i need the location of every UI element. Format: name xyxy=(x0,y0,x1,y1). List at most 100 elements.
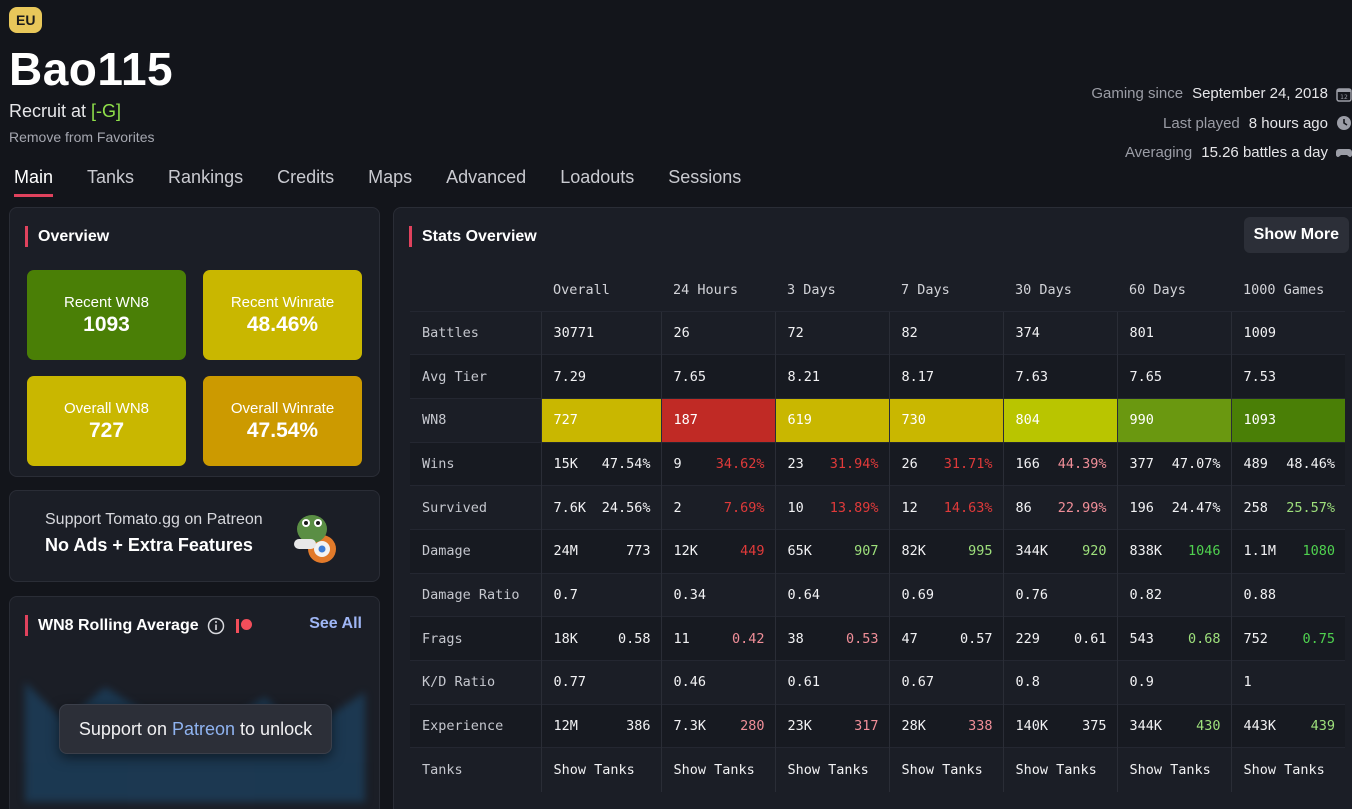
wn8-row: WN8 727 187 619 730 804 990 1093 xyxy=(410,397,1345,443)
stat-cell: 8.17 xyxy=(888,354,1003,399)
stat-cell: 801 xyxy=(1116,310,1231,355)
overview-card: Overview Recent WN8 1093 Recent Winrate … xyxy=(9,207,380,477)
stat-cell: 258 25.57% xyxy=(1230,485,1345,530)
unlock-prefix: Support on xyxy=(78,718,167,739)
experience-row: Experience 12M 386 7.3K 280 23K 317 28K 338 … xyxy=(410,703,1345,748)
stat-pct: 31.94% xyxy=(829,455,879,472)
row-label: Survived xyxy=(410,485,541,530)
tile-value: 1093 xyxy=(83,312,130,336)
damage-ratio-row: Damage Ratio 0.7 0.34 0.64 0.69 0.76 0.8… xyxy=(410,572,1345,617)
stat-cell: 10 13.89% xyxy=(774,485,889,530)
show-tanks-link[interactable]: Show Tanks xyxy=(888,747,1003,792)
show-tanks-link[interactable]: Show Tanks xyxy=(660,747,775,792)
rolling-title: WN8 Rolling Average xyxy=(25,615,253,636)
stat-total: 12M xyxy=(553,718,578,735)
stat-cell: 7.29 xyxy=(540,354,661,399)
row-label: Experience xyxy=(410,703,541,748)
damage-row: Damage 24M 773 12K 449 65K 907 82K 995 344K 9… xyxy=(410,528,1345,574)
stat-avg: 317 xyxy=(854,718,879,735)
row-label: Damage xyxy=(410,528,541,574)
tab-loadouts[interactable]: Loadouts xyxy=(560,167,635,187)
stats-table: Overall 24 Hours 3 Days 7 Days 30 Days 6… xyxy=(410,270,1345,792)
stat-pct: 24.47% xyxy=(1171,499,1221,516)
patreon-promo-card[interactable]: Support Tomato.gg on Patreon No Ads + Ex… xyxy=(9,490,380,582)
stat-cell: 8.21 xyxy=(774,354,889,399)
overall-winrate-tile: Overall Winrate 47.54% xyxy=(203,376,362,466)
stat-avg: 907 xyxy=(854,543,879,560)
stat-cell: 0.76 xyxy=(1002,572,1117,617)
stat-cell: 489 48.46% xyxy=(1230,441,1345,486)
stat-cell: 30771 xyxy=(540,310,661,355)
wn8-cell: 619 xyxy=(774,397,889,443)
show-tanks-link[interactable]: Show Tanks xyxy=(1116,747,1231,792)
stat-count: 10 xyxy=(787,499,804,516)
stat-avg: 338 xyxy=(968,718,993,735)
tab-advanced[interactable]: Advanced xyxy=(446,167,527,187)
tab-rankings[interactable]: Rankings xyxy=(168,167,244,187)
info-icon[interactable] xyxy=(207,617,225,635)
clan-link[interactable]: [-G] xyxy=(91,101,122,121)
stat-cell: 72 xyxy=(774,310,889,355)
frags-row: Frags 18K 0.58 11 0.42 38 0.53 47 0.57 229 0.… xyxy=(410,616,1345,661)
survived-row: Survived 7.6K 24.56% 2 7.69% 10 13.89% 12 14… xyxy=(410,485,1345,530)
stat-cell: 0.7 xyxy=(540,572,661,617)
unlock-banner[interactable]: Support on Patreon to unlock xyxy=(59,704,332,754)
stat-cell: 229 0.61 xyxy=(1002,616,1117,661)
stat-pct: 31.71% xyxy=(943,455,993,472)
stat-cell: 443K 439 xyxy=(1230,703,1345,748)
stat-pct: 44.39% xyxy=(1057,455,1107,472)
stat-avg: 430 xyxy=(1196,718,1221,735)
tile-label: Recent Winrate xyxy=(230,293,335,311)
row-label: Avg Tier xyxy=(410,354,541,399)
stat-cell: 166 44.39% xyxy=(1002,441,1117,486)
avg-tier-row: Avg Tier 7.29 7.65 8.21 8.17 7.63 7.65 7… xyxy=(410,354,1345,399)
stat-cell: 28K 338 xyxy=(888,703,1003,748)
stat-cell: 12M 386 xyxy=(540,703,661,748)
gamepad-icon xyxy=(1336,148,1352,157)
see-all-link[interactable]: See All xyxy=(309,615,362,632)
tab-tanks[interactable]: Tanks xyxy=(87,167,135,187)
show-tanks-link[interactable]: Show Tanks xyxy=(774,747,889,792)
stat-pct: 7.69% xyxy=(723,499,765,516)
show-tanks-link[interactable]: Show Tanks xyxy=(1230,747,1345,792)
stat-cell: 7.65 xyxy=(1116,354,1231,399)
row-label: Tanks xyxy=(410,747,541,792)
wn8-cell: 187 xyxy=(660,397,775,443)
stat-cell: 0.34 xyxy=(660,572,775,617)
stat-count: 86 xyxy=(1015,499,1032,516)
wn8-cell: 990 xyxy=(1116,397,1231,443)
stat-avg: 280 xyxy=(740,718,765,735)
gaming-since-label: Gaming since xyxy=(1091,85,1184,103)
tab-credits[interactable]: Credits xyxy=(277,167,335,187)
stat-total: 28K xyxy=(901,718,926,735)
stat-count: 258 xyxy=(1243,499,1268,516)
stat-pct: 47.54% xyxy=(601,455,651,472)
tab-main[interactable]: Main xyxy=(14,167,54,197)
stat-cell: 140K 375 xyxy=(1002,703,1117,748)
unlock-patreon-link[interactable]: Patreon xyxy=(171,718,236,739)
stat-cell: 82 xyxy=(888,310,1003,355)
stat-cell: 47 0.57 xyxy=(888,616,1003,661)
stat-cell: 1 xyxy=(1230,660,1345,705)
patreon-icon xyxy=(235,618,252,633)
stat-cell: 86 22.99% xyxy=(1002,485,1117,530)
stat-total: 18K xyxy=(553,630,578,647)
show-more-button[interactable]: Show More xyxy=(1243,217,1349,253)
stat-total: 838K xyxy=(1129,543,1163,560)
stat-avg: 439 xyxy=(1310,718,1335,735)
remove-favorites-link[interactable]: Remove from Favorites xyxy=(9,129,155,145)
stat-cell: 65K 907 xyxy=(774,528,889,574)
show-tanks-link[interactable]: Show Tanks xyxy=(1002,747,1117,792)
stat-avg: 0.42 xyxy=(731,630,765,647)
col-header: 30 Days xyxy=(1015,282,1072,299)
wn8-cell: 727 xyxy=(540,397,661,443)
wn8-cell: 1093 xyxy=(1230,397,1345,443)
tab-sessions[interactable]: Sessions xyxy=(668,167,742,187)
col-header: Overall xyxy=(553,282,610,299)
stat-cell: 196 24.47% xyxy=(1116,485,1231,530)
tab-maps[interactable]: Maps xyxy=(368,167,413,187)
stat-cell: 7.53 xyxy=(1230,354,1345,399)
row-label: Frags xyxy=(410,616,541,661)
show-tanks-link[interactable]: Show Tanks xyxy=(540,747,661,792)
stat-cell: 0.64 xyxy=(774,572,889,617)
